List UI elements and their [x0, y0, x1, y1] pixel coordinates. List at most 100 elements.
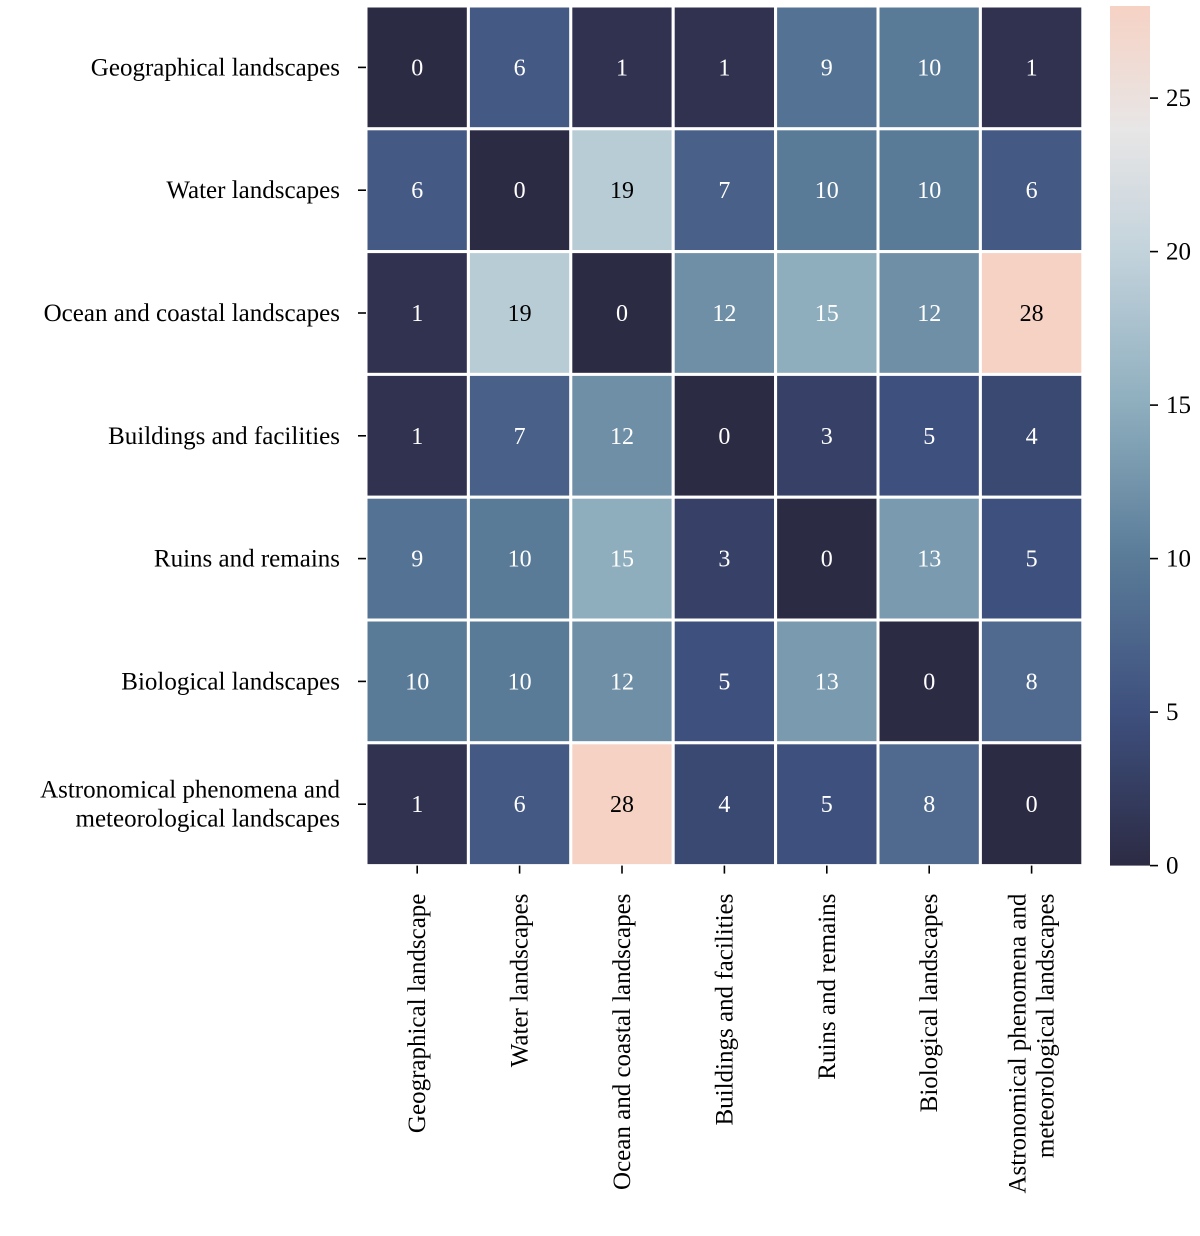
heatmap-cell: 10 — [876, 127, 982, 254]
heatmap-cell: 5 — [671, 618, 778, 745]
heatmap-cell: 12 — [671, 250, 778, 376]
row-tick: Geographical landscapes — [91, 54, 366, 81]
cell-rect — [978, 372, 1085, 499]
cell-value-label: 13 — [815, 669, 839, 695]
column-tick: Geographical landscape — [404, 865, 431, 1133]
row-label: Water landscapes — [166, 177, 340, 204]
cell-value-label: 10 — [508, 669, 532, 695]
heatmap-cell: 0 — [876, 618, 982, 745]
row-label: Buildings and facilities — [108, 423, 340, 450]
cell-rect — [978, 741, 1085, 868]
heatmap-cell: 1 — [671, 4, 778, 131]
cell-value-label: 5 — [718, 669, 730, 695]
colorbar-tick: 5 — [1150, 699, 1179, 726]
column-tick: Biological landscapes — [916, 865, 943, 1113]
heatmap-cell: 10 — [876, 4, 982, 131]
heatmap-cell: 15 — [569, 495, 675, 622]
heatmap-cell: 3 — [671, 495, 778, 622]
row-tick: Astronomical phenomena and meteorological… — [40, 777, 366, 833]
heatmap-cell: 1 — [569, 4, 675, 131]
heatmap-cells: 0 6 1 1 9 10 16 0 19 7 10 10 61 19 0 12 15 12 281 7 12 0 3 5 49 1… — [364, 4, 1085, 868]
row-tick: Ocean and coastal landscapes — [44, 300, 366, 327]
cell-rect — [364, 618, 470, 745]
cell-value-label: 7 — [718, 178, 730, 204]
colorbar-tick-label: 20 — [1166, 239, 1191, 266]
cell-value-label: 6 — [1026, 178, 1038, 204]
cell-value-label: 19 — [610, 178, 634, 204]
heatmap-cell: 10 — [364, 618, 470, 745]
colorbar-tick: 10 — [1150, 546, 1191, 573]
heatmap-cell: 9 — [774, 4, 880, 131]
cell-value-label: 3 — [821, 424, 833, 450]
row-tick: Water landscapes — [166, 177, 366, 204]
heatmap-cell: 10 — [466, 495, 573, 622]
heatmap-cell: 6 — [978, 127, 1085, 254]
cell-value-label: 8 — [923, 792, 935, 818]
heatmap-cell: 19 — [466, 250, 573, 376]
heatmap-cell: 5 — [774, 741, 880, 868]
cell-rect — [978, 127, 1085, 254]
heatmap-cell: 9 — [364, 495, 470, 622]
row-label: Biological landscapes — [121, 668, 340, 695]
cell-rect — [466, 618, 573, 745]
heatmap-cell: 5 — [876, 372, 982, 499]
cell-rect — [774, 741, 880, 868]
cell-rect — [774, 250, 880, 376]
heatmap-cell: 0 — [466, 127, 573, 254]
cell-value-label: 12 — [610, 424, 634, 450]
cell-value-label: 12 — [610, 669, 634, 695]
cell-value-label: 12 — [712, 301, 736, 327]
cell-value-label: 10 — [917, 178, 941, 204]
cell-rect — [466, 250, 573, 376]
heatmap-cell: 12 — [569, 372, 675, 499]
cell-value-label: 8 — [1026, 669, 1038, 695]
cell-rect — [876, 741, 982, 868]
heatmap-cell: 4 — [671, 741, 778, 868]
cell-value-label: 0 — [923, 669, 935, 695]
cell-value-label: 0 — [411, 55, 423, 81]
heatmap-cell: 3 — [774, 372, 880, 499]
column-label: Water landscapes — [507, 894, 534, 1068]
heatmap-cell: 0 — [364, 4, 470, 131]
cell-value-label: 9 — [821, 55, 833, 81]
cell-value-label: 0 — [616, 301, 628, 327]
column-tick: Ruins and remains — [814, 865, 841, 1080]
cell-value-label: 19 — [508, 301, 532, 327]
cell-value-label: 5 — [1026, 547, 1038, 573]
cell-value-label: 0 — [821, 547, 833, 573]
cell-value-label: 4 — [718, 792, 730, 818]
cell-rect — [978, 250, 1085, 376]
cell-value-label: 6 — [514, 55, 526, 81]
heatmap-cell: 13 — [774, 618, 880, 745]
cell-rect — [876, 250, 982, 376]
row-tick: Ruins and remains — [154, 546, 366, 573]
colorbar-tick-label: 25 — [1166, 85, 1191, 112]
column-tick: Water landscapes — [507, 865, 534, 1068]
row-label: Ruins and remains — [154, 546, 340, 573]
cell-value-label: 6 — [411, 178, 423, 204]
heatmap-cell: 6 — [364, 127, 470, 254]
cell-value-label: 1 — [411, 424, 423, 450]
cell-value-label: 1 — [411, 301, 423, 327]
column-label: Buildings and facilities — [711, 894, 738, 1126]
cell-value-label: 1 — [411, 792, 423, 818]
colorbar: 0 5 10 15 20 25 — [1110, 6, 1191, 880]
column-label: Geographical landscape — [404, 894, 431, 1133]
cell-value-label: 9 — [411, 547, 423, 573]
column-tick: Astronomical phenomena andmeteorological… — [1005, 865, 1060, 1194]
row-label: Astronomical phenomena and meteorological… — [40, 777, 340, 833]
colorbar-tick-label: 0 — [1166, 853, 1179, 880]
cell-value-label: 13 — [917, 547, 941, 573]
cell-rect — [774, 127, 880, 254]
row-label: Ocean and coastal landscapes — [44, 300, 340, 327]
cell-value-label: 1 — [616, 55, 628, 81]
cell-value-label: 10 — [405, 669, 429, 695]
heatmap-cell: 1 — [364, 741, 470, 868]
column-label: Biological landscapes — [916, 894, 943, 1113]
cell-rect — [978, 618, 1085, 745]
cell-rect — [364, 372, 470, 499]
column-label: Ruins and remains — [814, 894, 841, 1080]
cell-value-label: 1 — [1026, 55, 1038, 81]
cell-rect — [569, 495, 675, 622]
